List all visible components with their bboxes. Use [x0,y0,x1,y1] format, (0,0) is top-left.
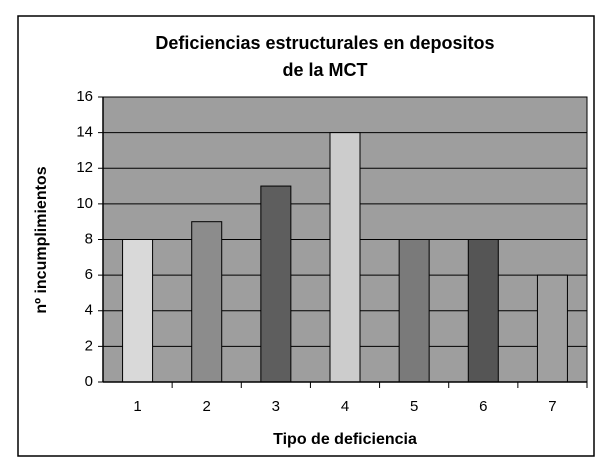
y-tick-label: 4 [85,302,93,319]
x-tick-label: 2 [203,398,211,415]
y-tick-label: 12 [76,159,93,176]
y-tick-label: 2 [85,337,93,354]
y-tick-label: 6 [85,266,93,283]
x-tick-label: 5 [410,398,418,415]
bar [536,274,568,383]
chart-title: Deficiencias estructurales en depositos [155,33,494,53]
bar [329,132,361,383]
x-tick-label: 4 [341,398,349,415]
bar [122,239,154,383]
bar [398,239,430,383]
y-axis-label: nº incumplimientos [33,166,50,313]
y-tick-label: 16 [76,88,93,105]
bar [191,221,223,383]
chart-title: de la MCT [282,60,367,80]
x-tick-label: 6 [479,398,487,415]
y-tick-label: 10 [76,195,93,212]
x-tick-label: 7 [548,398,556,415]
x-tick-label: 1 [133,398,141,415]
y-tick-label: 14 [76,124,93,141]
bar [467,239,499,383]
x-axis-label: Tipo de deficiencia [273,431,417,448]
x-tick-label: 3 [272,398,280,415]
bar [260,185,292,383]
y-tick-label: 0 [85,373,93,390]
y-tick-label: 8 [85,230,93,247]
